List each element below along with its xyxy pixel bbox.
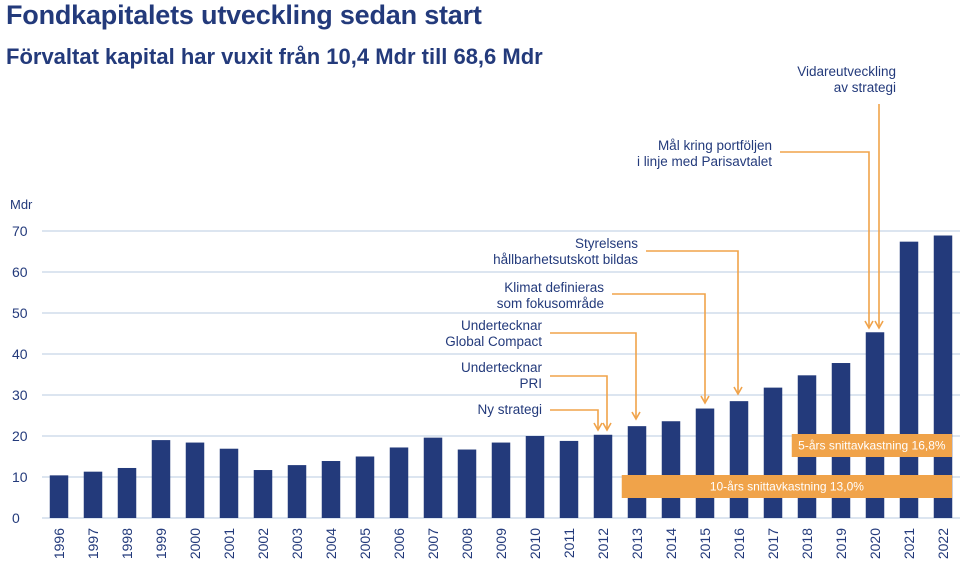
bar-2001 bbox=[219, 448, 239, 518]
annotation-leader bbox=[646, 250, 739, 393]
bar-2012 bbox=[593, 434, 613, 518]
annotation-arrowhead bbox=[631, 411, 641, 421]
x-tick-label: 2021 bbox=[901, 528, 917, 559]
annotation-text: Vidareutveckling bbox=[797, 64, 896, 79]
bar-2004 bbox=[321, 461, 341, 518]
annotation-arrowhead bbox=[864, 320, 874, 330]
annotation-arrowhead bbox=[602, 422, 612, 432]
annotation-text: Undertecknar bbox=[461, 318, 543, 333]
annotation-text: Global Compact bbox=[445, 334, 542, 349]
x-tick-label: 2009 bbox=[493, 528, 509, 559]
x-tick-label: 2010 bbox=[527, 528, 543, 559]
annotation-text: Undertecknar bbox=[461, 360, 543, 375]
chart-title: Fondkapitalets utveckling sedan start bbox=[6, 0, 482, 30]
annotation-arrowhead bbox=[593, 422, 603, 432]
x-tick-label: 2020 bbox=[867, 528, 883, 559]
bar-2015 bbox=[695, 408, 715, 518]
bar-2017 bbox=[763, 387, 783, 518]
y-tick-label: 70 bbox=[12, 223, 28, 239]
annotation-text: i linje med Parisavtalet bbox=[637, 154, 772, 169]
bar-2009 bbox=[491, 442, 511, 518]
x-tick-label: 2019 bbox=[833, 528, 849, 559]
annotation-arrowhead bbox=[700, 395, 710, 405]
bar-2006 bbox=[389, 447, 409, 518]
annotation-leader bbox=[780, 151, 870, 327]
x-tick-label: 2003 bbox=[289, 528, 305, 559]
bar-2016 bbox=[729, 401, 749, 518]
return-bands: 10-års snittavkastning 13,0% 5-års snitta… bbox=[621, 434, 952, 498]
bar-1997 bbox=[83, 471, 103, 518]
y-tick-label: 50 bbox=[12, 305, 28, 321]
annotation-leader bbox=[550, 332, 637, 418]
annotation-text: Styrelsens bbox=[575, 236, 638, 251]
y-axis-label: Mdr bbox=[10, 197, 33, 212]
annotation-text: av strategi bbox=[834, 80, 896, 95]
bar-1999 bbox=[151, 440, 171, 518]
annotation-text: Ny strategi bbox=[477, 402, 542, 417]
bar-2010 bbox=[525, 436, 545, 518]
annotation-arrowhead bbox=[874, 320, 884, 330]
x-tick-label: 2002 bbox=[255, 528, 271, 559]
annotation-leader bbox=[612, 293, 706, 402]
annotation-text: Mål kring portföljen bbox=[658, 138, 772, 153]
annotation-leader bbox=[550, 375, 608, 429]
x-tick-label: 2006 bbox=[391, 528, 407, 559]
bar-2000 bbox=[185, 442, 205, 518]
annotation-leader bbox=[550, 409, 599, 429]
return-band-label: 5-års snittavkastning 16,8% bbox=[798, 439, 946, 453]
x-tick-label: 2007 bbox=[425, 528, 441, 559]
y-tick-label: 60 bbox=[12, 264, 28, 280]
x-tick-label: 2001 bbox=[221, 528, 237, 559]
return-band bbox=[791, 434, 952, 457]
bar-2005 bbox=[355, 456, 375, 518]
y-tick-label: 40 bbox=[12, 346, 28, 362]
x-tick-label: 1996 bbox=[51, 528, 67, 559]
x-tick-label: 2016 bbox=[731, 528, 747, 559]
y-tick-label: 20 bbox=[12, 428, 28, 444]
bar-2003 bbox=[287, 465, 307, 518]
return-band-label: 10-års snittavkastning 13,0% bbox=[710, 480, 864, 494]
x-tick-label: 2017 bbox=[765, 528, 781, 559]
bar-2011 bbox=[559, 440, 579, 518]
x-tick-label: 2000 bbox=[187, 528, 203, 559]
annotation-text: hållbarhetsutskott bildas bbox=[493, 252, 638, 267]
bar-2014 bbox=[661, 421, 681, 518]
bar-1998 bbox=[117, 467, 137, 518]
x-tick-label: 2013 bbox=[629, 528, 645, 559]
x-tick-label: 2022 bbox=[935, 528, 951, 559]
axes: Mdr 0 10 20 30 40 50 60 70 1996 1997 1998 1999 2000 20… bbox=[10, 197, 951, 559]
y-tick-label: 10 bbox=[12, 469, 28, 485]
chart-subtitle: Förvaltat kapital har vuxit från 10,4 Md… bbox=[6, 44, 543, 69]
x-tick-label: 2014 bbox=[663, 528, 679, 559]
bar-2020 bbox=[865, 332, 885, 518]
annotation-arrowhead bbox=[733, 386, 743, 396]
bar-2013 bbox=[627, 426, 647, 518]
x-tick-label: 2012 bbox=[595, 528, 611, 559]
x-tick-label: 1998 bbox=[119, 528, 135, 559]
x-tick-label: 2015 bbox=[697, 528, 713, 559]
annotations: Ny strategiUndertecknarPRIUndertecknarGl… bbox=[445, 64, 896, 432]
bar-1996 bbox=[49, 475, 69, 518]
bar-2002 bbox=[253, 470, 273, 518]
x-tick-label: 2004 bbox=[323, 528, 339, 559]
annotation-text: PRI bbox=[519, 376, 542, 391]
y-tick-label: 0 bbox=[12, 510, 20, 526]
y-tick-label: 30 bbox=[12, 387, 28, 403]
bar-2008 bbox=[457, 449, 477, 518]
x-tick-label: 2008 bbox=[459, 528, 475, 559]
x-tick-label: 2005 bbox=[357, 528, 373, 559]
x-tick-label: 2018 bbox=[799, 528, 815, 559]
x-tick-label: 1999 bbox=[153, 528, 169, 559]
return-band bbox=[621, 475, 952, 498]
x-tick-label: 1997 bbox=[85, 528, 101, 559]
annotation-text: som fokusområde bbox=[497, 296, 604, 311]
x-tick-label: 2011 bbox=[561, 528, 577, 558]
annotation-text: Klimat definieras bbox=[504, 280, 604, 295]
bar-2007 bbox=[423, 437, 443, 518]
